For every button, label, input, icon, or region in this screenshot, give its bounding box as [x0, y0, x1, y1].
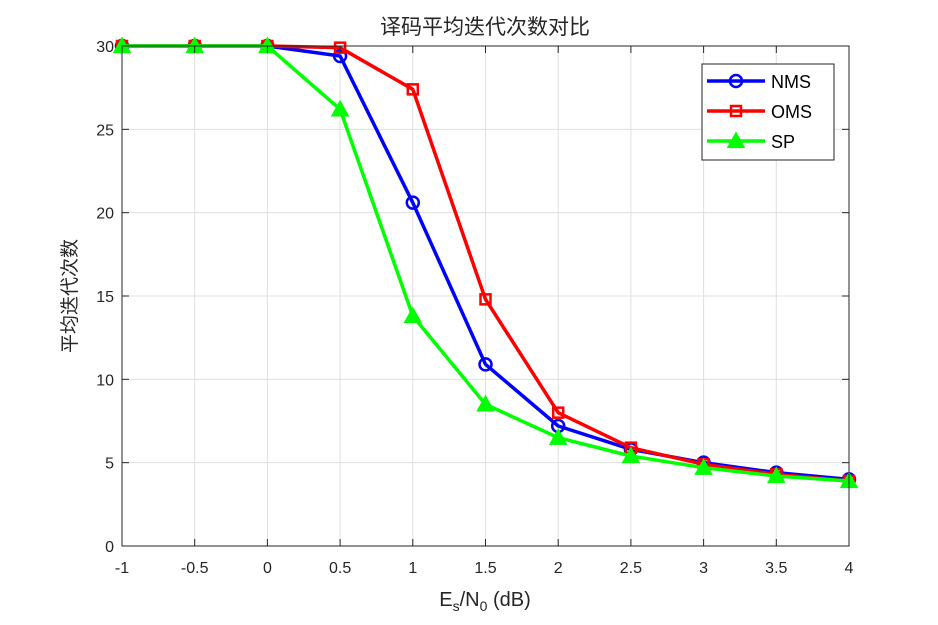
x-axis-label-base: E [439, 589, 452, 611]
chart-title: 译码平均迭代次数对比 [380, 15, 590, 39]
x-tick-label: 2 [554, 560, 563, 577]
y-tick-label: 30 [96, 39, 114, 56]
marker-triangle [694, 458, 713, 475]
marker-triangle [726, 131, 746, 149]
y-tick-label: 10 [96, 372, 114, 389]
y-tick-label: 20 [96, 206, 114, 223]
x-axis-label-sub1: s [453, 598, 460, 614]
x-tick-label: 0.5 [329, 560, 351, 577]
x-tick-label: 2.5 [620, 560, 642, 577]
x-axis-label-mid: /N [460, 589, 480, 611]
marker-triangle [548, 428, 568, 445]
y-tick-label: 25 [96, 122, 114, 139]
legend-label: SP [771, 132, 795, 152]
marker-triangle [403, 306, 423, 324]
marker-square [406, 83, 420, 96]
x-axis-label-tail: (dB) [487, 589, 530, 611]
legend-label: NMS [771, 72, 811, 92]
marker-triangle [330, 99, 350, 117]
marker-circle [478, 357, 493, 372]
marker-triangle [767, 466, 786, 484]
x-tick-label: 3 [699, 560, 708, 577]
marker-square [729, 104, 743, 118]
x-tick-label: 1 [408, 560, 417, 577]
marker-square [551, 406, 565, 419]
x-tick-label: 1.5 [474, 560, 496, 577]
x-tick-label: 0 [263, 560, 272, 577]
y-tick-label: 5 [105, 456, 114, 473]
x-axis-label: Es/N0 (dB) [439, 589, 530, 614]
marker-triangle [476, 394, 495, 412]
marker-circle [405, 195, 421, 210]
x-tick-label: -1 [115, 560, 129, 577]
ticks: -1 -0.5 0 0.5 1 1.5 2 2.5 3 3.5 4 0 5 10 15 20 25 30 [96, 39, 853, 577]
y-tick-label: 15 [96, 289, 114, 306]
y-tick-label: 0 [105, 539, 114, 556]
x-tick-label: -0.5 [181, 560, 209, 577]
x-axis-label-sub2: 0 [480, 598, 488, 614]
y-axis-label: 平均迭代次数 [59, 239, 81, 353]
x-tick-label: 3.5 [765, 560, 787, 577]
marker-circle [728, 73, 744, 89]
legend: NMS OMS SP [701, 63, 835, 161]
legend-item-oms: OMS [707, 102, 812, 122]
marker-square [479, 293, 492, 306]
x-tick-label: 4 [845, 560, 854, 577]
legend-label: OMS [771, 102, 812, 122]
legend-item-sp: SP [707, 131, 795, 152]
legend-item-nms: NMS [707, 72, 811, 92]
marker-triangle [621, 446, 641, 464]
